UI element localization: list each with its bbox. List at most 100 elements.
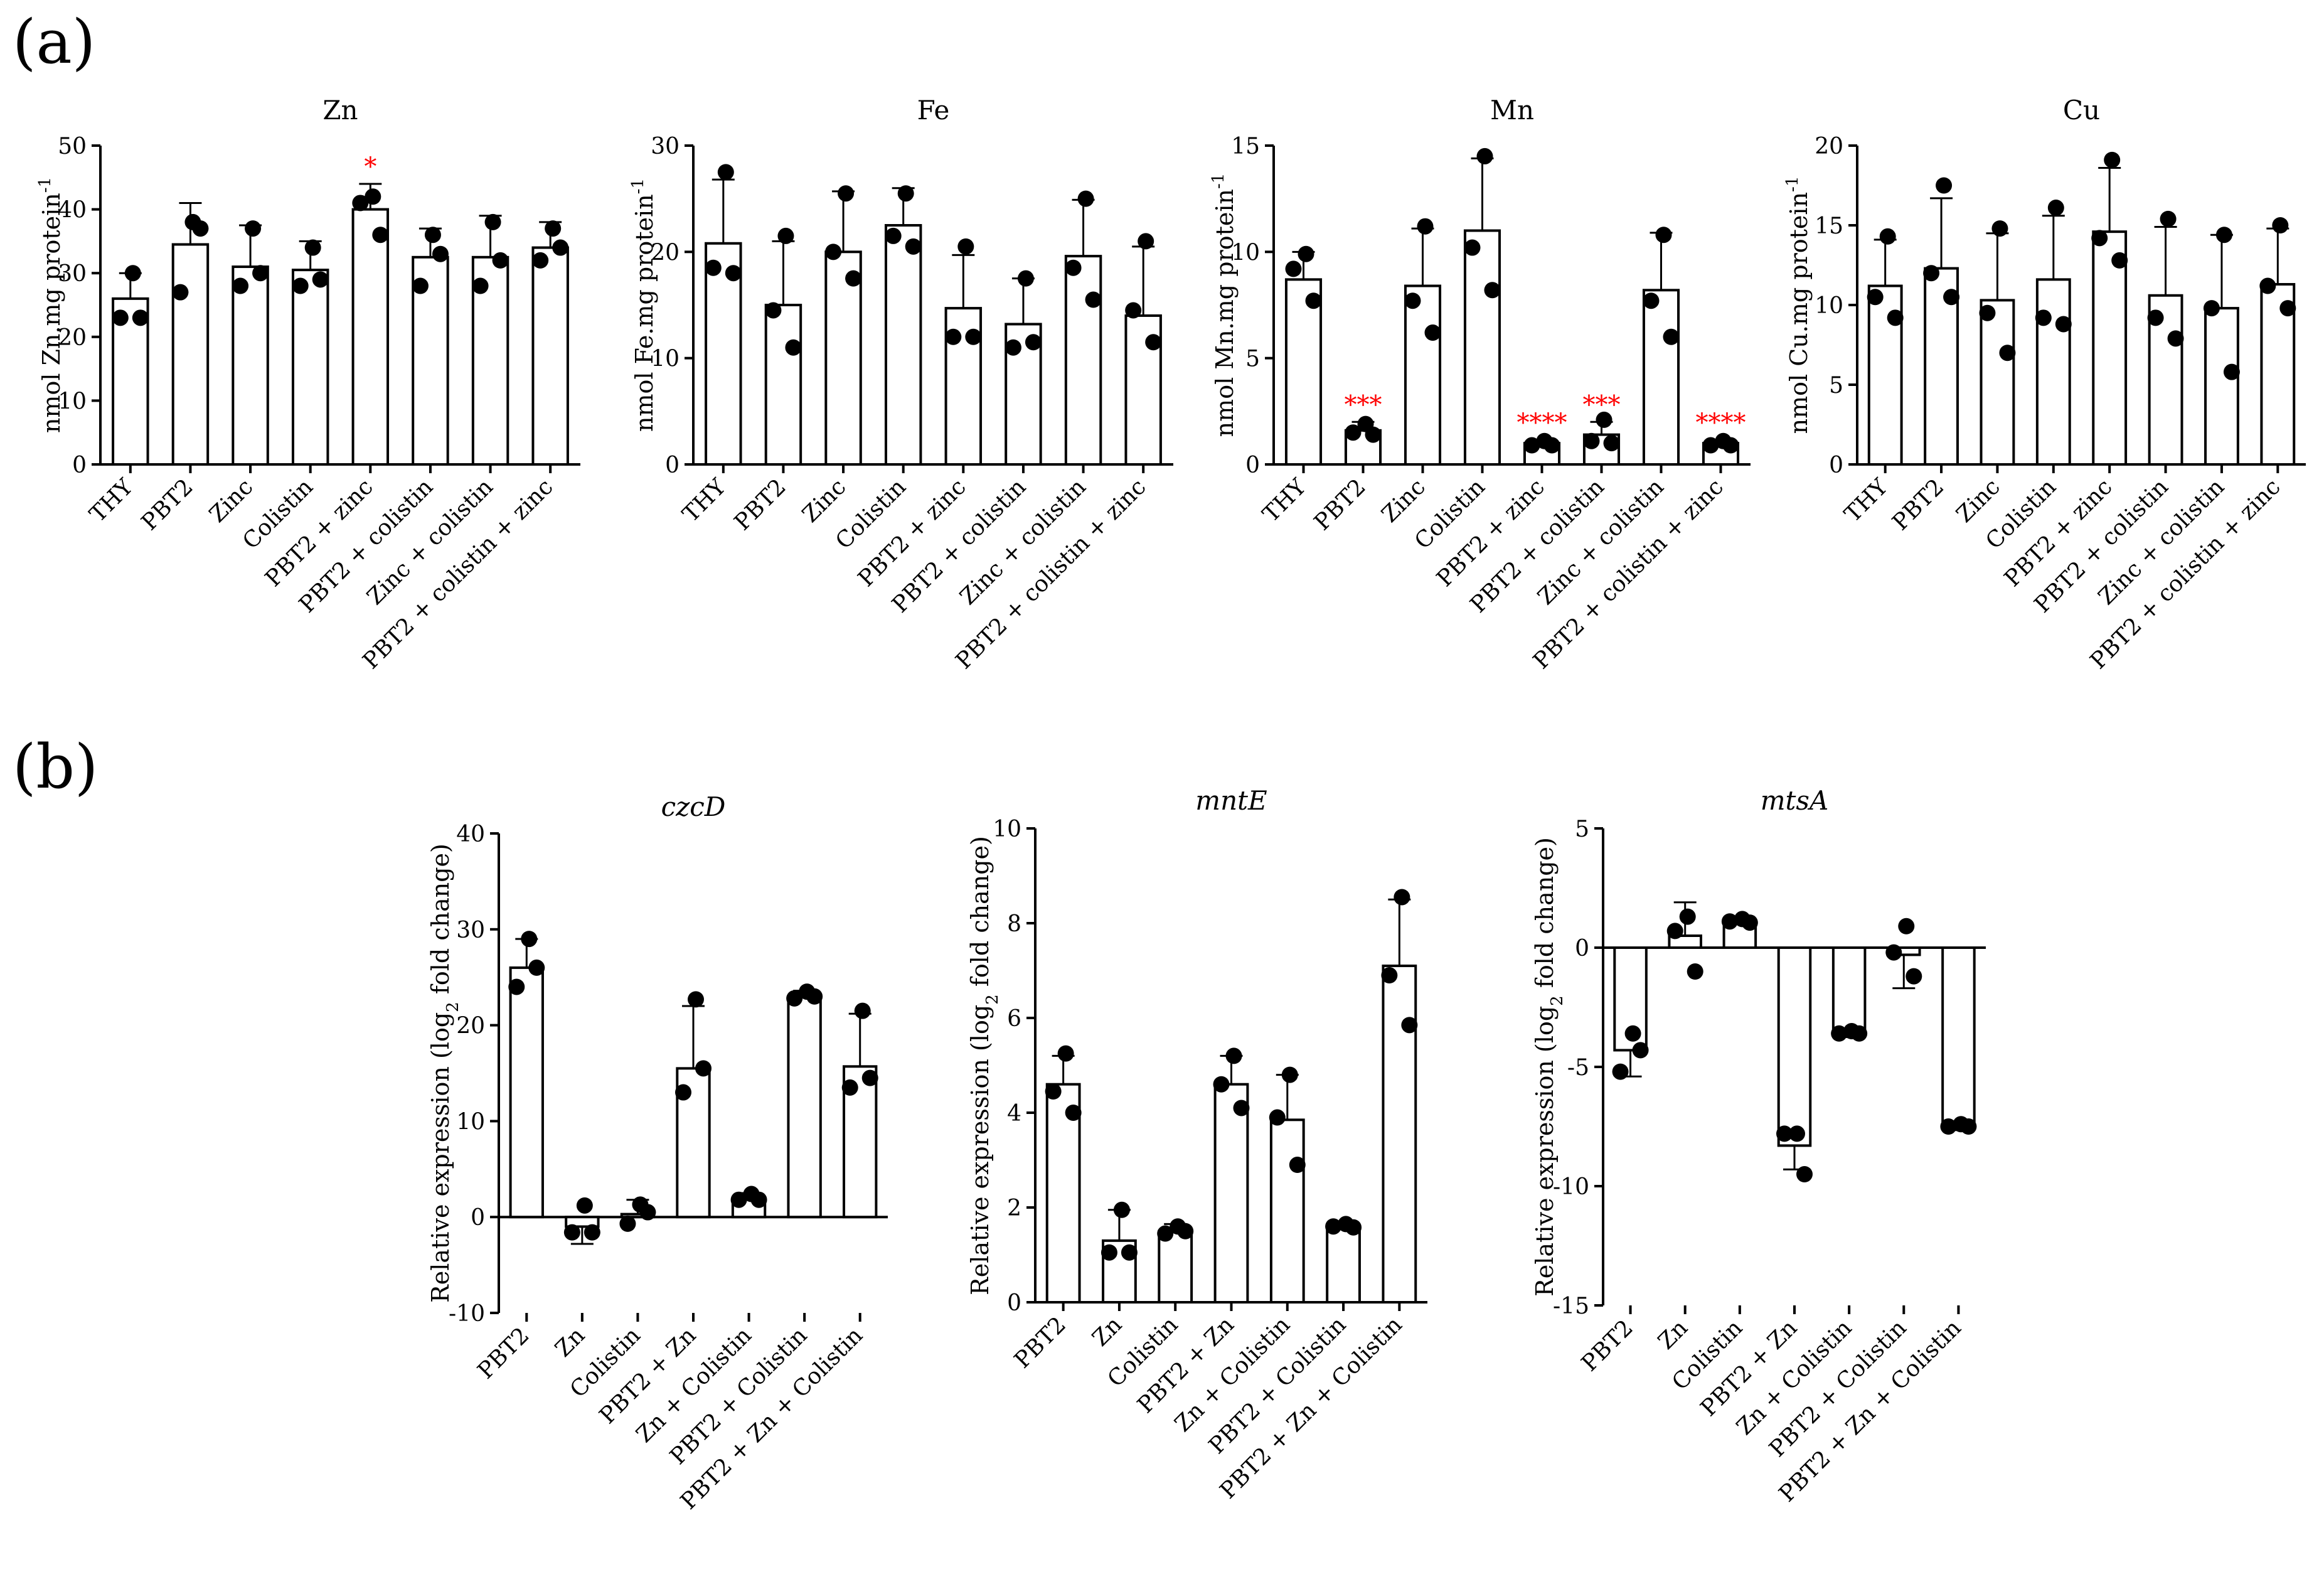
- data-point: [786, 990, 803, 1007]
- data-point: [552, 239, 569, 256]
- data-point: [2111, 252, 2128, 269]
- data-point: [1721, 913, 1738, 930]
- data-point: [1085, 291, 1102, 308]
- data-point: [2091, 230, 2108, 247]
- data-point: [1851, 1025, 1868, 1042]
- data-point: [521, 931, 538, 948]
- data-point: [1121, 1244, 1138, 1261]
- bar: [1941, 946, 1976, 1128]
- x-tick-label: THY: [85, 473, 139, 527]
- data-point: [1999, 345, 2016, 361]
- x-tick-label: Zinc: [205, 474, 258, 527]
- data-point: [1831, 1025, 1848, 1042]
- bar: [2204, 307, 2239, 466]
- chart-1-zn: Zn 0 10 20 30 40 50 nmol Zn.mg protein-1 THYPBT2…: [36, 95, 580, 674]
- bar: [1642, 289, 1680, 466]
- data-point: [365, 188, 381, 205]
- bar: [843, 1065, 878, 1219]
- y-tick-label: 20: [651, 240, 680, 265]
- data-point: [1523, 437, 1540, 454]
- y-tick-label: 0: [665, 452, 680, 478]
- data-point: [172, 284, 189, 301]
- y-tick-label: 20: [1815, 134, 1843, 159]
- y-tick-label: 4: [1007, 1101, 1021, 1127]
- data-point: [563, 1224, 580, 1241]
- data-point: [1596, 411, 1612, 428]
- data-point: [492, 252, 509, 269]
- panel-a-label: (a): [13, 7, 95, 77]
- data-point: [1157, 1225, 1174, 1242]
- data-point: [1906, 968, 1922, 985]
- data-point: [725, 265, 742, 282]
- data-point: [1936, 177, 1953, 194]
- data-point: [1365, 426, 1382, 443]
- y-tick-label: 0: [1575, 936, 1589, 961]
- data-point: [1025, 334, 1042, 351]
- y-tick-label: -15: [1553, 1293, 1589, 1319]
- y-tick-label: 6: [1007, 1006, 1021, 1032]
- data-point: [1077, 190, 1094, 207]
- y-axis-title-superscript: -1: [1209, 173, 1228, 189]
- y-tick-label: 10: [651, 346, 680, 372]
- data-point: [2055, 316, 2072, 333]
- data-point: [765, 302, 782, 319]
- bar: [1064, 255, 1102, 466]
- bar: [291, 269, 329, 466]
- bar: [787, 995, 822, 1219]
- y-tick-label: 40: [58, 198, 87, 223]
- data-point: [484, 213, 501, 230]
- x-tick-label: THY: [1840, 473, 1894, 527]
- data-point: [508, 978, 525, 995]
- data-point: [2279, 300, 2296, 317]
- x-tick-label: PBT2: [1577, 1315, 1638, 1376]
- data-point: [1138, 233, 1154, 250]
- y-axis-title-text: nmol Fe.mg protein: [631, 194, 658, 432]
- data-point: [695, 1060, 712, 1077]
- data-point: [1603, 435, 1620, 452]
- data-point: [1643, 292, 1660, 309]
- x-tick-label: PBT2: [1010, 1312, 1071, 1373]
- bar: [1463, 229, 1501, 466]
- data-point: [1101, 1244, 1117, 1261]
- data-point: [945, 328, 962, 345]
- data-point: [905, 238, 922, 255]
- data-point: [1404, 292, 1421, 309]
- data-point: [2160, 210, 2177, 227]
- data-point: [1345, 1219, 1362, 1236]
- data-point: [1065, 1105, 1082, 1121]
- data-point: [1381, 967, 1398, 984]
- x-tick-label: Zinc: [1377, 474, 1430, 527]
- y-tick-label: 40: [456, 822, 485, 847]
- y-tick-label: 10: [1231, 240, 1260, 265]
- y-tick-label: 5: [1575, 816, 1589, 842]
- x-tick-label: THY: [678, 473, 732, 527]
- bar: [884, 224, 922, 466]
- x-tick-label: Zn: [1653, 1315, 1693, 1354]
- y-axis-title: Relative expression (log2 fold change): [966, 836, 1002, 1295]
- data-point: [192, 220, 209, 237]
- data-point: [1923, 265, 1940, 282]
- data-point: [841, 1079, 858, 1096]
- data-point: [528, 959, 545, 976]
- bar: [351, 208, 390, 466]
- data-point: [705, 259, 722, 276]
- bar: [1158, 1229, 1193, 1304]
- data-point: [292, 277, 309, 294]
- data-point: [1624, 1025, 1641, 1042]
- data-point: [1225, 1047, 1242, 1064]
- data-point: [2035, 309, 2052, 326]
- bar: [509, 966, 544, 1219]
- y-axis-title-text: Relative expression (log: [966, 1005, 994, 1295]
- data-point: [1943, 289, 1960, 306]
- bar: [171, 243, 210, 466]
- data-point: [825, 244, 842, 260]
- data-point: [1298, 245, 1314, 262]
- data-point: [2147, 309, 2164, 326]
- significance-marker: ****: [1696, 409, 1746, 437]
- data-point: [1305, 292, 1322, 309]
- data-point: [1612, 1063, 1629, 1080]
- chart-3-mn: Mn 0 5 10 15 nmol Mn.mg protein-1 THY *** PBT2 Zi…: [1209, 95, 1751, 674]
- x-tick-label: PBT2: [730, 474, 791, 535]
- y-tick-label: 30: [58, 261, 87, 287]
- x-tick-label: Zinc: [797, 474, 851, 527]
